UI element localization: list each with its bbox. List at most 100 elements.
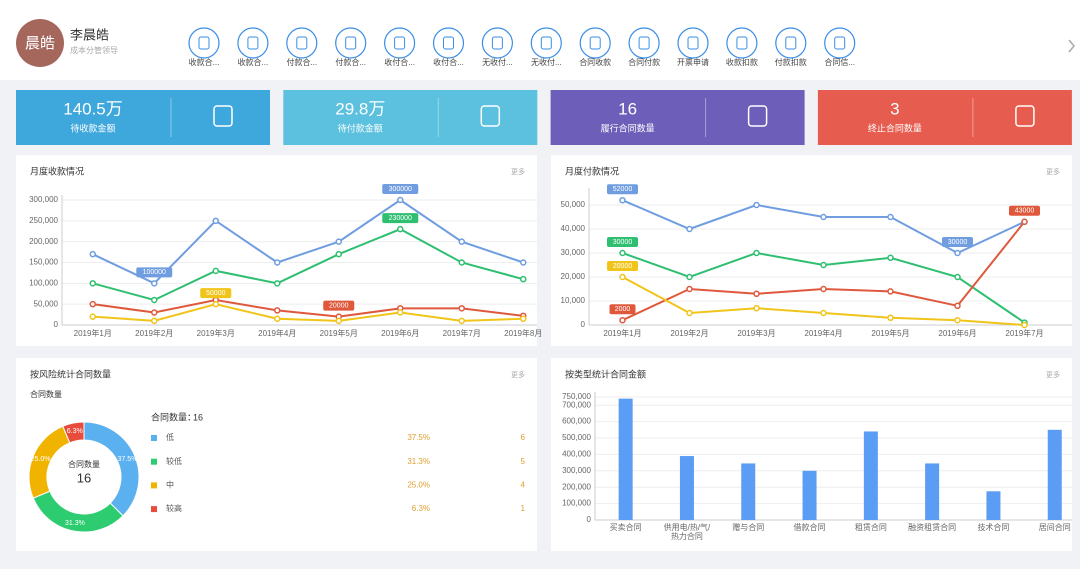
- toolbar-icon: [198, 36, 210, 50]
- data-point: [89, 280, 96, 287]
- data-point: [458, 259, 465, 266]
- legend-count: 6: [521, 433, 526, 442]
- legend-count: 1: [521, 504, 526, 513]
- toolbar-button[interactable]: [726, 27, 758, 59]
- y-tick-label: 40,000: [561, 224, 586, 233]
- value-label: 230000: [389, 215, 412, 222]
- data-point: [397, 196, 404, 204]
- y-tick-label: 600,000: [562, 417, 591, 426]
- value-label-bg: [382, 184, 419, 194]
- slice-label: 31.3%: [65, 520, 85, 527]
- data-point: [458, 238, 465, 245]
- x-tick-label: 借款合同: [794, 522, 826, 532]
- y-tick-label: 250,000: [29, 216, 58, 225]
- more-link[interactable]: 更多: [1046, 370, 1060, 379]
- toolbar-icon: [540, 36, 552, 50]
- y-tick-label: 100,000: [562, 499, 591, 508]
- value-label: 300000: [389, 186, 412, 193]
- toolbar-icon: [736, 36, 748, 50]
- data-point: [686, 273, 693, 281]
- value-label-bg: [323, 300, 355, 311]
- kpi-card[interactable]: [550, 90, 805, 145]
- data-point: [820, 309, 827, 317]
- x-tick-label: 2019年6月: [381, 328, 419, 338]
- toolbar-label: 无收付...: [531, 57, 562, 67]
- data-point: [89, 250, 96, 258]
- value-label: 20000: [613, 263, 633, 270]
- y-tick-label: 300,000: [29, 195, 58, 204]
- kpi-icon: [1015, 105, 1035, 127]
- more-link[interactable]: 更多: [511, 167, 525, 176]
- data-point: [458, 317, 465, 325]
- toolbar-button[interactable]: [481, 27, 513, 59]
- toolbar-button[interactable]: [335, 27, 367, 59]
- legend-total-label: 合同数量：: [151, 411, 196, 422]
- x-tick-label: 2019年5月: [320, 328, 358, 338]
- next-arrow[interactable]: [1068, 39, 1075, 53]
- toolbar-button[interactable]: [188, 27, 220, 59]
- data-point: [954, 302, 961, 310]
- toolbar-button[interactable]: [530, 27, 562, 59]
- toolbar-button[interactable]: [384, 27, 416, 59]
- toolbar-button[interactable]: [677, 27, 709, 59]
- data-point: [151, 280, 158, 287]
- kpi-value: 29.8万: [335, 99, 385, 118]
- legend-percent: 25.0%: [407, 481, 430, 490]
- value-label-bg: [607, 261, 638, 271]
- more-link[interactable]: 更多: [1046, 167, 1060, 176]
- slice-label: 6.3%: [67, 428, 83, 435]
- user-name: 李晨皓: [70, 27, 109, 42]
- toolbar-button[interactable]: [824, 27, 856, 59]
- y-tick-label: 700,000: [562, 400, 591, 409]
- x-tick-label: 2019年5月: [871, 328, 909, 338]
- x-tick-label: 居间合同: [1039, 522, 1071, 532]
- toolbar-icon: [394, 36, 406, 50]
- x-tick-label: 买卖合同: [610, 522, 642, 532]
- y-tick-label: 200,000: [562, 482, 591, 491]
- data-point: [887, 288, 894, 295]
- legend-count: 4: [521, 481, 526, 490]
- data-point: [619, 273, 626, 281]
- data-point: [397, 225, 404, 233]
- avatar[interactable]: [16, 19, 64, 67]
- legend-swatch: [151, 482, 157, 489]
- y-tick-label: 0: [587, 515, 592, 524]
- toolbar-label: 收款合...: [238, 57, 269, 67]
- kpi-card[interactable]: [817, 90, 1072, 145]
- data-point: [274, 259, 281, 266]
- kpi-card[interactable]: [283, 90, 538, 145]
- x-tick-label: 供用电/热/气/热力合同: [664, 522, 711, 541]
- toolbar-label: 付款合...: [335, 57, 366, 67]
- toolbar-icon: [589, 36, 601, 50]
- data-point: [520, 315, 527, 322]
- x-tick-label: 2019年1月: [603, 328, 641, 338]
- toolbar-label: 合同付款: [628, 57, 660, 67]
- value-label-bg: [942, 237, 973, 247]
- slice-label: 37.5%: [117, 456, 137, 463]
- x-tick-label: 2019年3月: [737, 328, 775, 338]
- toolbar-icon: [638, 36, 650, 50]
- data-point: [151, 317, 158, 325]
- kpi-value: 140.5万: [63, 99, 123, 118]
- value-label-bg: [609, 304, 636, 315]
- more-link[interactable]: 更多: [511, 370, 525, 379]
- data-point: [212, 217, 219, 225]
- toolbar-button[interactable]: [775, 27, 807, 59]
- toolbar-button[interactable]: [628, 27, 660, 59]
- kpi-card[interactable]: [16, 90, 270, 145]
- chart-title: 月度收款情况: [30, 165, 84, 176]
- y-tick-label: 10,000: [561, 296, 586, 305]
- toolbar-button[interactable]: [286, 27, 318, 59]
- toolbar-icon: [834, 36, 846, 50]
- value-label: 100000: [143, 269, 166, 276]
- toolbar-icon: [247, 36, 259, 50]
- donut-slice[interactable]: [62, 421, 85, 444]
- toolbar-button[interactable]: [579, 27, 611, 59]
- value-label-bg: [607, 237, 638, 247]
- toolbar-button[interactable]: [237, 27, 269, 59]
- data-point: [753, 201, 760, 209]
- kpi-label: 终止合同数量: [868, 122, 922, 133]
- toolbar-button[interactable]: [432, 27, 465, 59]
- data-point: [887, 254, 894, 262]
